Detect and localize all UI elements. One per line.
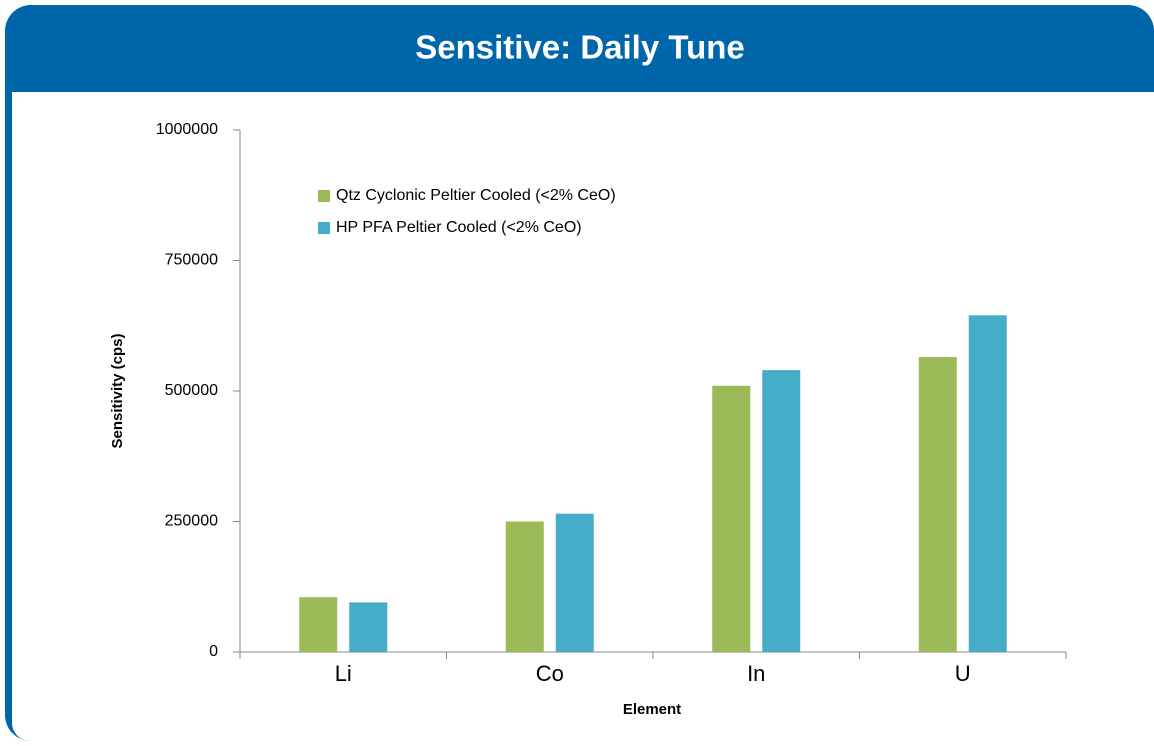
y-tick-label: 1000000 (156, 121, 218, 138)
bar (555, 513, 594, 652)
x-axis-label: Element (623, 701, 681, 718)
y-axis-label: Sensitivity (cps) (109, 333, 126, 448)
bar (968, 315, 1007, 652)
panel-top (12, 92, 1154, 122)
bar (712, 385, 751, 652)
y-tick-label: 0 (209, 643, 218, 660)
y-tick-label: 500000 (165, 382, 218, 399)
legend-label: HP PFA Peltier Cooled (<2% CeO) (336, 219, 582, 236)
legend-swatch (318, 190, 330, 202)
legend-swatch (318, 222, 330, 234)
x-tick-label: Li (335, 661, 352, 686)
y-tick-label: 250000 (165, 513, 218, 530)
bar (299, 597, 338, 652)
bar (762, 370, 801, 652)
x-tick-label: U (955, 661, 971, 686)
bar (918, 357, 957, 652)
chart-title: Sensitive: Daily Tune (415, 29, 744, 66)
bar (349, 602, 388, 652)
legend-label: Qtz Cyclonic Peltier Cooled (<2% CeO) (336, 187, 616, 204)
bar (505, 521, 544, 652)
y-tick-label: 750000 (165, 252, 218, 269)
panel (12, 92, 1154, 741)
x-tick-label: Co (536, 661, 564, 686)
x-tick-label: In (747, 661, 765, 686)
